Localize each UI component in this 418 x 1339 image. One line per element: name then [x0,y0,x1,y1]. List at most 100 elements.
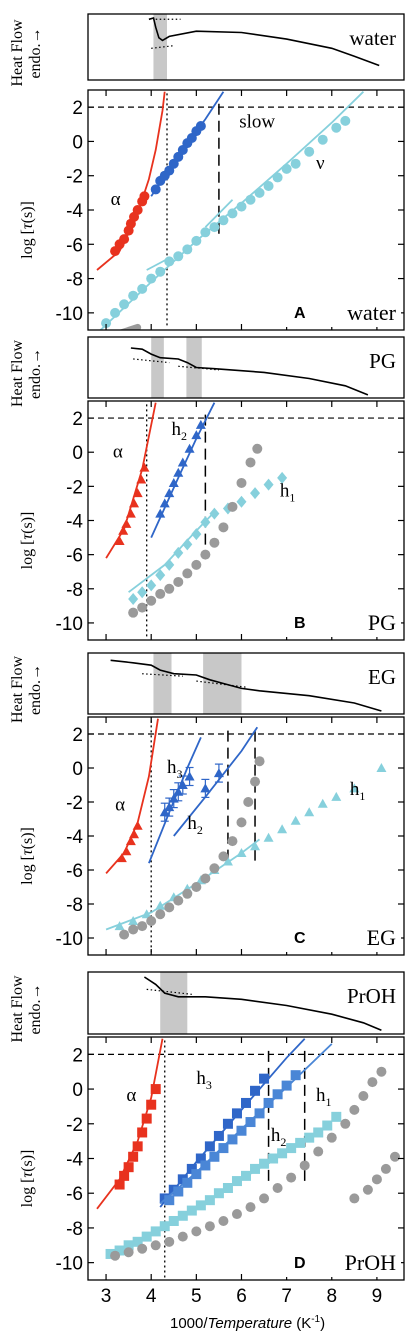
data-point [317,134,328,145]
triangle-marker [168,477,179,487]
data-point [139,462,150,472]
y-tick-label: -10 [56,1254,83,1275]
glass-transition-shade [151,337,164,398]
y-tick-label: -8 [66,1219,83,1240]
data-point [268,1153,279,1164]
data-point [132,205,143,215]
data-point [137,283,148,294]
data-point [213,1130,224,1141]
dsc-panel-label: water [349,26,396,50]
y-tick-label: 0 [72,759,83,780]
series-label-subscript: 2 [181,429,187,443]
data-point [259,1193,270,1204]
grey-bar [118,323,142,330]
triangle-marker [129,498,140,508]
data-point [358,1091,369,1102]
series-label-subscript: 3 [177,767,183,781]
plot-area [88,91,404,330]
data-point [128,924,139,935]
triangle-marker [136,474,147,484]
data-point [313,1127,324,1138]
series-label-text: α [126,1085,136,1106]
panel-name: PG [368,610,396,635]
data-point [146,579,157,592]
panel-tag-bg [280,298,401,327]
tau-y-label-pre: log [ [19,1178,36,1208]
y-tick-label: 2 [72,409,83,430]
data-point [159,802,170,822]
data-point [204,1221,215,1232]
dsc-y-label-line2: endo.→ [27,27,44,78]
x-tick-label: 4 [146,1286,157,1307]
series-label-text: α [115,795,125,816]
triangle-marker [290,815,301,825]
data-point [114,535,125,545]
triangle-marker [139,462,150,472]
dsc-y-label: Heat Flowendo.→ [9,19,44,87]
data-point [331,1111,342,1122]
data-point [231,1176,242,1187]
data-point [123,1240,134,1251]
data-point [195,1200,206,1211]
data-point [168,477,179,487]
panel-tag-bg [280,923,401,952]
tau-y-label-symbol: τ [19,1171,36,1178]
data-point [290,1070,301,1081]
data-point [173,895,184,906]
panel-name: EG [367,925,396,950]
data-point [137,586,148,599]
y-tick-label: -8 [66,895,83,916]
glass-transition-shade [160,972,188,1034]
data-point [209,537,220,548]
data-point [129,829,140,839]
y-tick-label: -8 [66,580,83,601]
y-tick-label: -4 [66,201,83,222]
x-tick-label: 3 [101,1286,112,1307]
y-tick-label: -4 [66,1150,83,1171]
y-tick-label: 2 [72,98,83,119]
series-label: h1 [316,1085,332,1109]
data-point [132,488,143,498]
dsc-y-label-line1: Heat Flow [9,340,26,408]
series-label: h2 [172,419,188,443]
series-label: h1 [280,481,296,505]
data-point [177,1231,188,1242]
data-point [182,888,193,899]
dsc-y-label-line1: Heat Flow [9,656,26,724]
triangle-marker [141,909,152,919]
dsc-y-label-line1: Heat Flow [9,975,26,1043]
data-point [146,273,157,284]
data-point [146,916,157,926]
dsc-y-label-line2: endo.→ [27,664,44,715]
data-point [250,1163,261,1174]
data-point [110,307,121,318]
tau-y-label-post: (s)] [19,1150,36,1172]
triangle-marker [129,829,140,839]
data-point [218,522,229,533]
data-point [254,756,265,767]
series-label: slow [239,112,275,133]
glass-transition-shade [153,653,172,714]
data-point [204,1195,215,1206]
data-point [209,222,220,233]
data-point [250,841,261,851]
series-label-subscript: 2 [280,1135,286,1149]
triangle-marker [132,488,143,498]
panel-name: PrOH [345,1250,396,1275]
data-point [200,227,211,238]
data-point [182,1177,193,1188]
data-point [349,1104,360,1115]
data-point [132,820,143,830]
dsc-y-label: Heat Flowendo.→ [9,340,44,408]
series-label-text: h [350,779,360,800]
data-point [132,1236,143,1247]
data-point [164,1236,175,1247]
data-point [123,1162,134,1173]
data-point [259,1073,270,1084]
tau-y-label-symbol: τ [19,533,36,540]
y-tick-label: -10 [56,614,83,635]
plot-area [88,402,404,639]
data-point [200,1160,211,1171]
data-point [164,583,175,594]
series-label: h2 [271,1125,287,1149]
